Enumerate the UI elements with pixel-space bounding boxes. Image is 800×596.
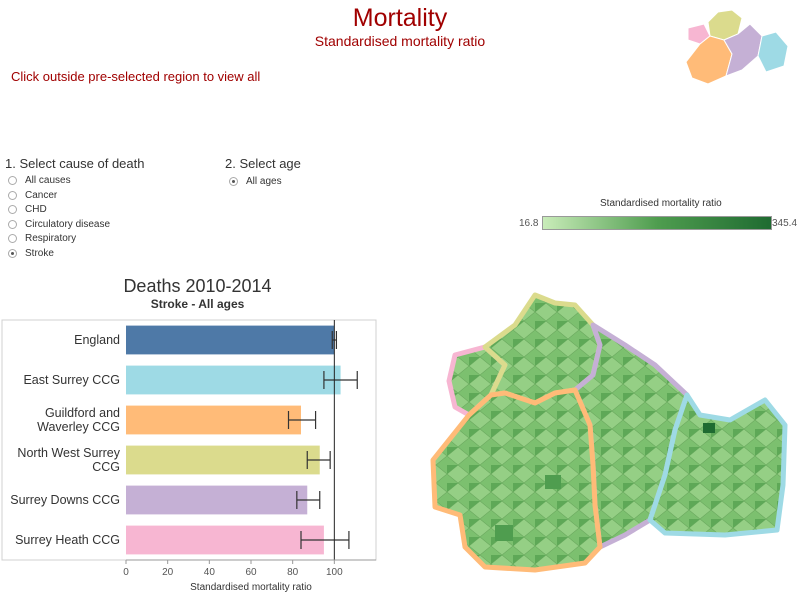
cause-option-circulatory-disease[interactable]: Circulatory disease xyxy=(8,219,110,230)
cause-option-chd[interactable]: CHD xyxy=(8,204,47,215)
x-tick-label: 40 xyxy=(204,567,216,578)
surrey-smr-map[interactable] xyxy=(425,285,795,585)
bar[interactable] xyxy=(126,525,324,555)
age-filter-label: 2. Select age xyxy=(225,156,301,171)
map-region-guildford-waverley[interactable] xyxy=(430,387,603,573)
radio-icon xyxy=(8,205,17,214)
category-label: Guildford and Waverley CCG xyxy=(37,406,120,434)
cause-option-label: CHD xyxy=(25,204,47,215)
ccg-button-surrey-heath[interactable]: Surrey Heath CCG xyxy=(456,99,532,128)
cause-option-label: Stroke xyxy=(25,247,54,259)
map-region-east-surrey[interactable] xyxy=(647,392,788,538)
cause-option-cancer[interactable]: Cancer xyxy=(8,190,57,201)
x-tick-label: 100 xyxy=(326,567,343,578)
category-label: North West Surrey CCG xyxy=(17,446,120,474)
bar[interactable] xyxy=(126,405,301,435)
page-subtitle: Standardised mortality ratio xyxy=(314,33,486,49)
radio-icon xyxy=(8,234,17,243)
x-axis-title: Standardised mortality ratio xyxy=(190,582,312,593)
category-label: England xyxy=(74,333,120,347)
radio-icon xyxy=(8,190,17,200)
age-option-label: All ages xyxy=(246,176,282,187)
cause-option-stroke[interactable]: Stroke xyxy=(8,248,54,259)
x-tick-label: 20 xyxy=(162,567,174,578)
map-area-highest xyxy=(703,423,715,433)
ccg-button-north-west-surrey[interactable]: North West Surrey CCG xyxy=(243,99,313,128)
x-tick-label: 0 xyxy=(123,567,129,578)
category-label: East Surrey CCG xyxy=(23,373,120,387)
cause-option-respiratory[interactable]: Respiratory xyxy=(8,233,76,244)
cause-option-label: All causes xyxy=(25,175,71,186)
radio-selected-icon xyxy=(229,177,238,186)
legend-max: 345.4 xyxy=(772,218,798,229)
legend-min: 16.8 xyxy=(519,218,539,229)
cause-filter-label: 1. Select cause of death xyxy=(5,156,145,171)
map-area-dark xyxy=(545,475,561,489)
bar[interactable] xyxy=(126,485,308,515)
chart-plot-frame xyxy=(1,319,377,561)
radio-icon xyxy=(8,219,17,229)
category-label: Surrey Downs CCG xyxy=(10,493,120,507)
bar[interactable] xyxy=(126,325,335,355)
click-hint: Click outside pre-selected region to vie… xyxy=(11,69,261,84)
smr-bar-chart: England East Surrey CCG Guildford and Waver… xyxy=(1,319,377,593)
x-tick-label: 60 xyxy=(245,567,257,578)
age-option-all-ages[interactable]: All ages xyxy=(229,176,282,187)
legend-color-scale xyxy=(542,216,772,230)
cause-option-label: Cancer xyxy=(25,189,58,201)
x-tick-label: 80 xyxy=(287,567,299,578)
cause-option-label: Respiratory xyxy=(25,233,77,244)
bar[interactable] xyxy=(126,365,341,395)
chart-title: Deaths 2010-2014 xyxy=(123,276,272,296)
legend-title: Standardised mortality ratio xyxy=(600,198,722,209)
bar[interactable] xyxy=(126,445,320,475)
cause-option-all-causes[interactable]: All causes xyxy=(8,175,71,186)
ccg-button-east-surrey[interactable]: East Surrey CCG xyxy=(26,99,94,128)
ccg-button-guildford-waverley[interactable]: Guildford and Waverley CCG xyxy=(127,99,211,128)
chart-subtitle: Stroke - All ages xyxy=(150,297,245,311)
radio-icon xyxy=(8,176,17,185)
ccg-button-surrey-downs[interactable]: Surrey Downs CCG xyxy=(346,99,428,128)
map-area-dark xyxy=(495,525,513,541)
category-label: Surrey Heath CCG xyxy=(15,533,120,547)
cause-option-label: Circulatory disease xyxy=(25,218,111,230)
mini-region-map[interactable] xyxy=(680,6,790,86)
radio-selected-icon xyxy=(8,248,17,258)
page-title: Mortality xyxy=(352,4,448,32)
